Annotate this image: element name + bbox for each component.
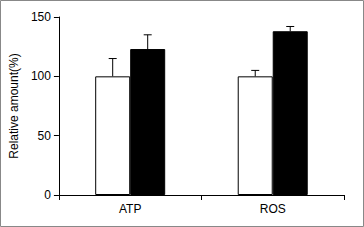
svg-text:ROS: ROS: [260, 202, 286, 216]
svg-text:50: 50: [38, 129, 52, 143]
svg-text:100: 100: [31, 69, 51, 83]
svg-text:Relative amount(%): Relative amount(%): [7, 53, 21, 158]
svg-text:ATP: ATP: [119, 202, 141, 216]
svg-text:0: 0: [44, 188, 51, 202]
svg-text:150: 150: [31, 10, 51, 24]
